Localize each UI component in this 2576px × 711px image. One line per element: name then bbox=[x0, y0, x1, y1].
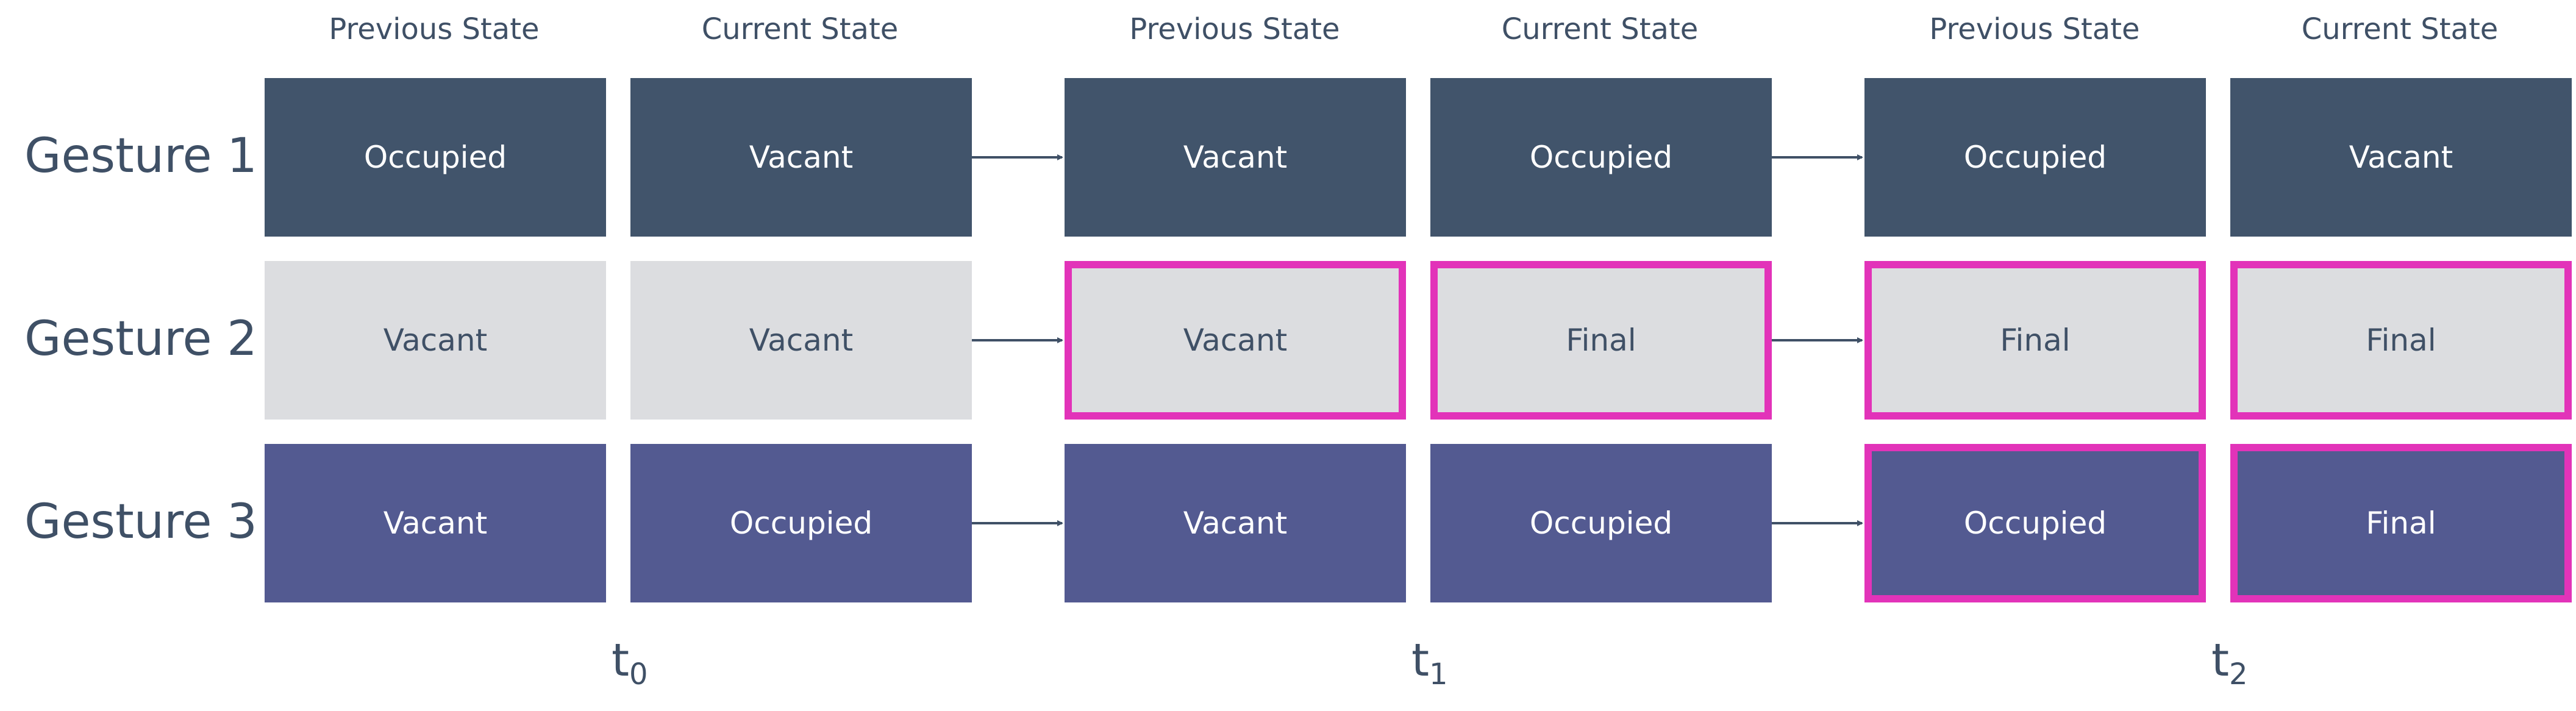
state-cell: Vacant bbox=[630, 261, 972, 420]
transition-arrows bbox=[972, 154, 1863, 526]
state-cell-box bbox=[1065, 261, 1406, 420]
state-cell-box bbox=[630, 444, 972, 602]
state-cell-label: Final bbox=[2366, 506, 2436, 541]
state-cell-box bbox=[1430, 261, 1772, 420]
state-cell: Vacant bbox=[265, 261, 606, 420]
state-cell: Occupied bbox=[1864, 78, 2206, 237]
state-cell: Final bbox=[2230, 261, 2572, 420]
state-cell-label: Vacant bbox=[749, 140, 853, 175]
row-label-gesture-3: Gesture 3 bbox=[24, 495, 257, 549]
state-cell-label: Vacant bbox=[384, 506, 487, 541]
state-cell-box bbox=[1430, 78, 1772, 237]
column-header: Current State bbox=[1502, 12, 1699, 46]
column-header: Previous State bbox=[1929, 12, 2139, 46]
column-header: Current State bbox=[702, 12, 899, 46]
state-cell: Vacant bbox=[1065, 444, 1406, 602]
column-header: Current State bbox=[2302, 12, 2499, 46]
state-cell-box bbox=[265, 78, 606, 237]
state-cell: Final bbox=[2230, 444, 2572, 602]
column-header: Previous State bbox=[1129, 12, 1340, 46]
state-cell-box bbox=[1864, 444, 2206, 602]
state-cell-box bbox=[265, 261, 606, 420]
column-header: Previous State bbox=[329, 12, 539, 46]
state-cell: Final bbox=[1864, 261, 2206, 420]
state-cell: Occupied bbox=[1430, 78, 1772, 237]
state-cell-box bbox=[1065, 78, 1406, 237]
state-cell-label: Final bbox=[2000, 323, 2070, 358]
state-cell-box bbox=[265, 444, 606, 602]
state-cell-box bbox=[1864, 78, 2206, 237]
state-cell: Vacant bbox=[630, 78, 972, 237]
state-cell: Vacant bbox=[1065, 78, 1406, 237]
state-cell-label: Occupied bbox=[1964, 506, 2107, 541]
state-cell-box bbox=[630, 261, 972, 420]
time-step-label: t2 bbox=[2211, 634, 2248, 691]
state-cell: Vacant bbox=[265, 444, 606, 602]
state-cell-box bbox=[1864, 261, 2206, 420]
state-cell-box bbox=[2230, 444, 2572, 602]
state-cell-box bbox=[630, 78, 972, 237]
time-step-label: t1 bbox=[1411, 634, 1448, 691]
state-cell-label: Occupied bbox=[1530, 140, 1672, 175]
state-cell: Occupied bbox=[1430, 444, 1772, 602]
state-cell-label: Final bbox=[1566, 323, 1636, 358]
state-cell-label: Vacant bbox=[1183, 506, 1287, 541]
row-label-gesture-1: Gesture 1 bbox=[24, 129, 257, 184]
state-cell: Vacant bbox=[1065, 261, 1406, 420]
state-cell: Occupied bbox=[265, 78, 606, 237]
state-cell-label: Occupied bbox=[1530, 506, 1672, 541]
state-cell-box bbox=[1430, 444, 1772, 602]
state-cell-label: Vacant bbox=[2349, 140, 2453, 175]
state-cell: Final bbox=[1430, 261, 1772, 420]
state-cell-box bbox=[1065, 444, 1406, 602]
state-cell-label: Vacant bbox=[384, 323, 487, 358]
state-cell-label: Vacant bbox=[1183, 323, 1287, 358]
state-cell: Occupied bbox=[630, 444, 972, 602]
state-cell-label: Final bbox=[2366, 323, 2436, 358]
row-label-gesture-2: Gesture 2 bbox=[24, 312, 257, 366]
state-cell-label: Occupied bbox=[1964, 140, 2107, 175]
state-cells: Occupied Vacant Vacant Occupied Occupied Vaca… bbox=[265, 78, 2572, 602]
state-cell-box bbox=[2230, 261, 2572, 420]
state-cell-box bbox=[2230, 78, 2572, 237]
state-cell: Occupied bbox=[1864, 444, 2206, 602]
state-cell-label: Vacant bbox=[749, 323, 853, 358]
time-step-label: t0 bbox=[612, 634, 648, 691]
state-cell-label: Vacant bbox=[1183, 140, 1287, 175]
state-cell: Vacant bbox=[2230, 78, 2572, 237]
state-cell-label: Occupied bbox=[364, 140, 507, 175]
state-cell-label: Occupied bbox=[730, 506, 872, 541]
